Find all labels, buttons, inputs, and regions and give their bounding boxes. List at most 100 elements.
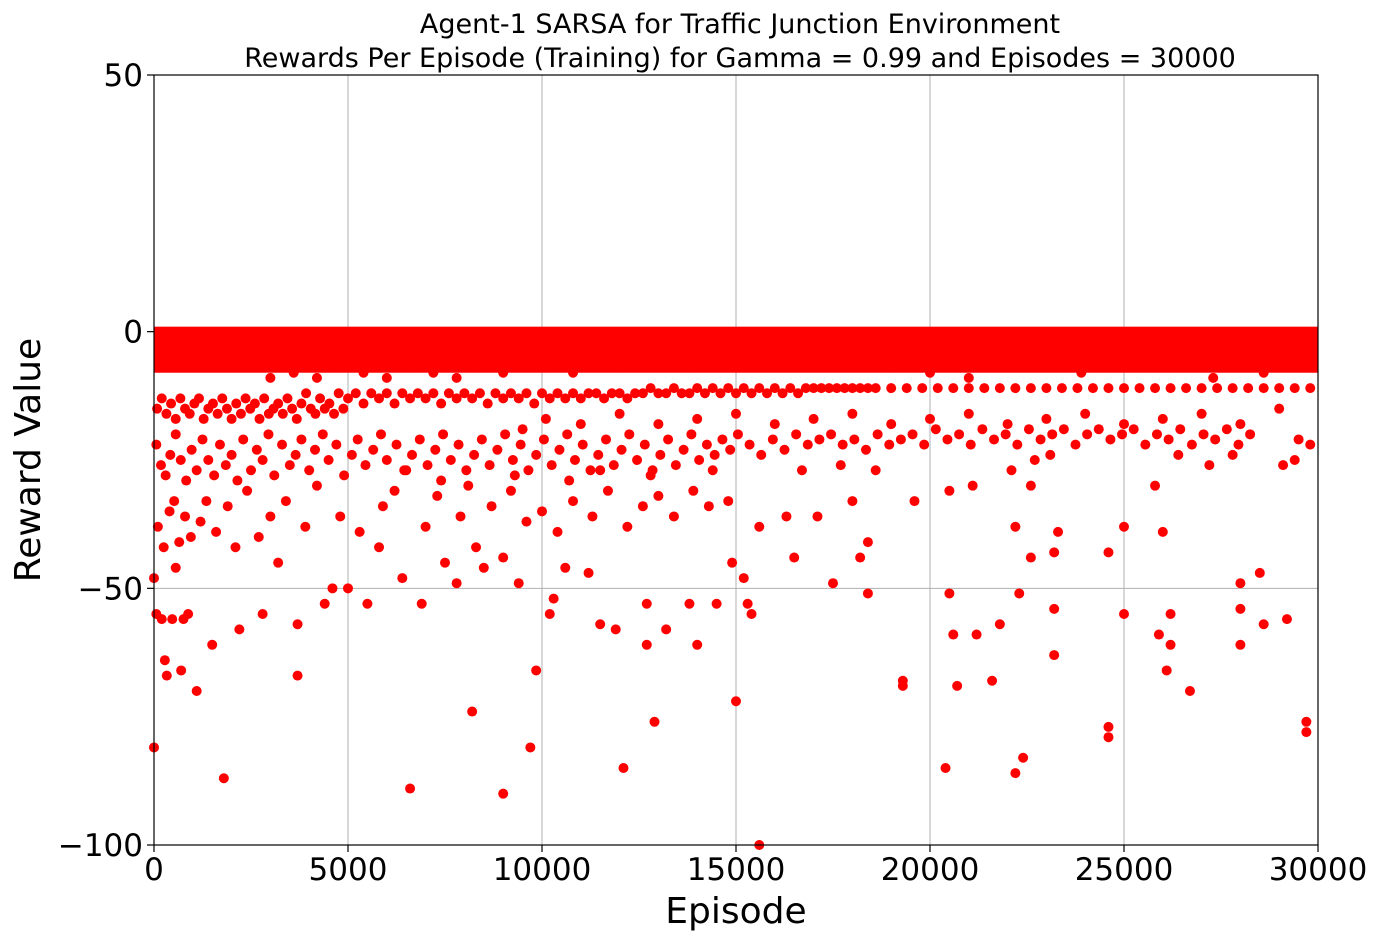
- data-point: [872, 429, 883, 440]
- data-point: [1105, 434, 1116, 445]
- data-point: [587, 511, 598, 522]
- data-point: [175, 393, 186, 404]
- data-point: [917, 342, 928, 353]
- data-point: [220, 460, 231, 471]
- data-point: [161, 408, 172, 419]
- data-point: [158, 542, 169, 553]
- data-point: [170, 429, 181, 440]
- data-point: [185, 532, 196, 542]
- data-point: [684, 388, 695, 399]
- data-point: [476, 434, 487, 445]
- data-point: [756, 449, 767, 460]
- data-point: [287, 403, 298, 414]
- data-point: [161, 670, 172, 681]
- data-point: [301, 388, 312, 399]
- data-point: [738, 573, 749, 584]
- data-point: [234, 624, 245, 635]
- data-point: [987, 352, 998, 363]
- data-point: [461, 465, 472, 476]
- data-point: [1157, 357, 1168, 368]
- data-point: [800, 347, 811, 358]
- data-point: [209, 470, 220, 481]
- data-point: [360, 460, 371, 471]
- data-point: [226, 413, 237, 424]
- data-point: [194, 393, 205, 404]
- data-point: [1103, 383, 1114, 394]
- data-point: [1235, 603, 1246, 614]
- data-point: [893, 347, 904, 358]
- data-point: [814, 434, 825, 445]
- data-point: [723, 496, 734, 507]
- data-point: [164, 506, 175, 517]
- data-point: [1301, 352, 1312, 363]
- data-point: [709, 449, 720, 460]
- data-point: [616, 444, 627, 455]
- data-point: [591, 388, 602, 399]
- data-point: [732, 429, 743, 440]
- data-point: [692, 639, 703, 650]
- data-point: [1047, 429, 1058, 440]
- data-point: [744, 439, 755, 450]
- data-point: [717, 434, 728, 445]
- data-point: [1010, 383, 1021, 394]
- data-point: [254, 413, 265, 424]
- data-point: [436, 475, 447, 486]
- data-point: [389, 398, 400, 409]
- data-point: [994, 619, 1005, 630]
- data-point: [1076, 367, 1087, 378]
- data-point: [723, 383, 734, 394]
- data-point: [860, 444, 871, 455]
- data-point: [412, 388, 423, 399]
- data-point: [1058, 424, 1069, 435]
- data-point: [540, 413, 551, 424]
- data-point: [808, 383, 819, 394]
- data-point: [1278, 460, 1289, 471]
- data-point: [591, 357, 602, 368]
- data-point: [1025, 552, 1036, 563]
- data-point: [407, 449, 418, 460]
- data-point: [925, 413, 935, 424]
- data-point: [568, 496, 579, 507]
- data-point: [560, 562, 571, 573]
- data-point: [577, 439, 588, 450]
- data-point: [165, 449, 176, 460]
- x-tick-label: 25000: [1075, 852, 1174, 888]
- data-point: [537, 506, 547, 517]
- data-point: [273, 557, 284, 568]
- data-point: [1049, 547, 1060, 558]
- data-point: [374, 393, 385, 404]
- data-point: [269, 470, 280, 481]
- data-point: [583, 388, 594, 399]
- data-point: [855, 552, 866, 563]
- data-point: [668, 383, 679, 394]
- data-point: [529, 398, 540, 409]
- data-point: [1289, 455, 1300, 465]
- data-point: [1173, 342, 1184, 353]
- data-point: [257, 609, 268, 619]
- data-point: [767, 434, 778, 445]
- data-point: [649, 716, 660, 727]
- data-point: [362, 598, 373, 609]
- data-point: [1010, 347, 1021, 358]
- data-point: [568, 388, 579, 399]
- data-point: [1305, 383, 1316, 394]
- data-point: [1041, 413, 1052, 424]
- data-point: [546, 460, 557, 471]
- data-point: [707, 352, 718, 363]
- y-tick-label: 50: [104, 58, 143, 94]
- data-point: [151, 439, 162, 450]
- data-point: [304, 465, 315, 476]
- data-point: [354, 526, 365, 537]
- data-point: [263, 429, 274, 440]
- data-points: [149, 342, 1316, 850]
- data-point: [715, 388, 726, 399]
- data-point: [670, 460, 681, 471]
- data-point: [791, 429, 802, 440]
- y-axis-ticks: −100 −50 0 50: [58, 58, 154, 864]
- data-point: [420, 393, 431, 404]
- data-point: [282, 393, 293, 404]
- data-point: [221, 403, 232, 414]
- data-point: [1274, 383, 1285, 394]
- data-point: [198, 413, 209, 424]
